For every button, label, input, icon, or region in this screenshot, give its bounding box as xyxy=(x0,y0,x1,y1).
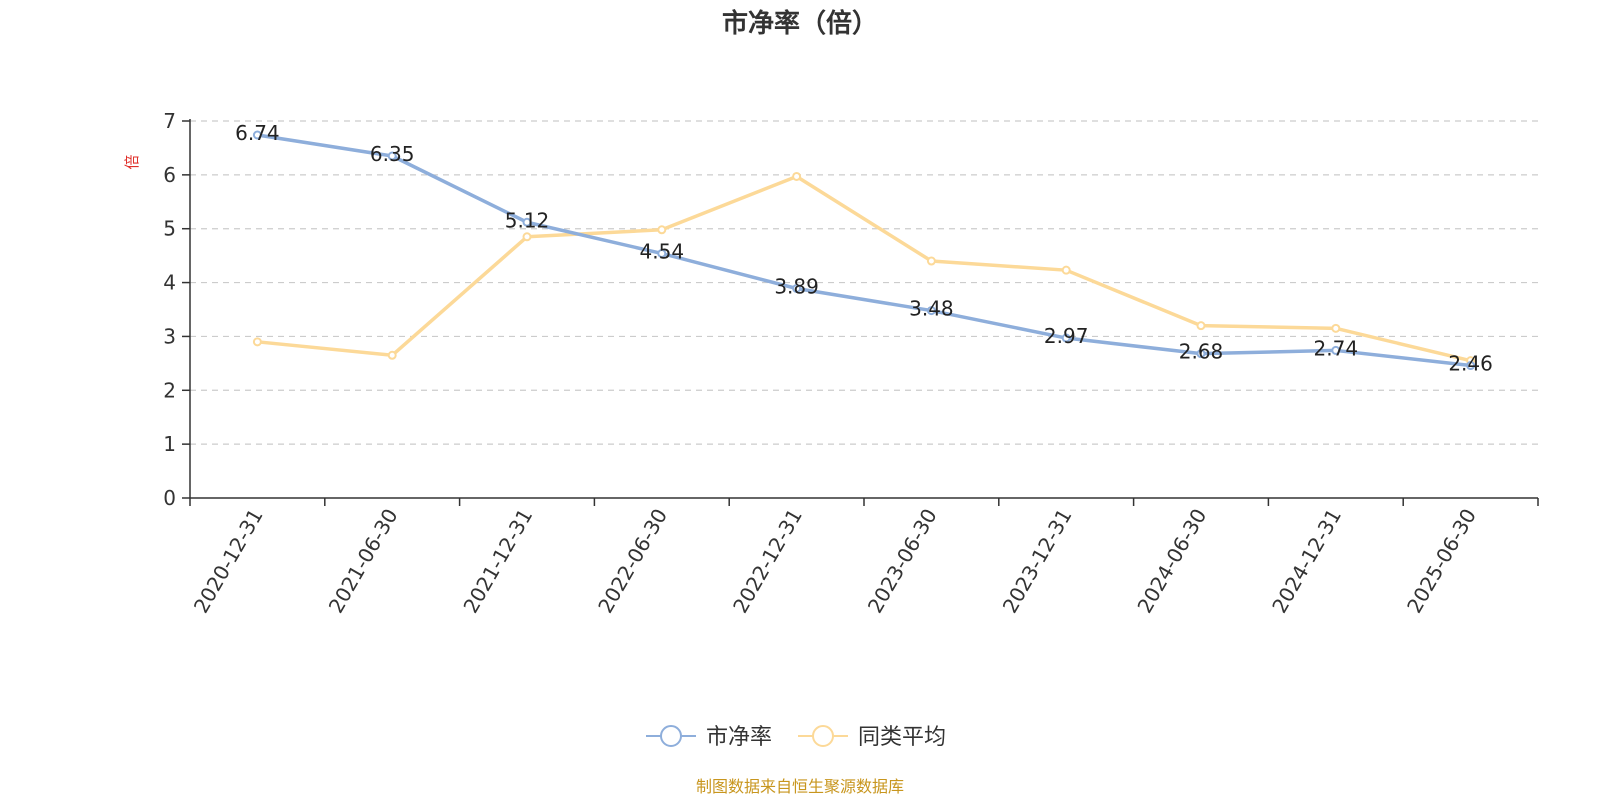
x-tick-label: 2023-06-30 xyxy=(863,505,942,618)
series-line xyxy=(255,133,1473,368)
data-point xyxy=(1196,349,1206,359)
data-point xyxy=(1331,323,1341,333)
y-tick-label: 6 xyxy=(163,163,176,187)
y-tick-label: 3 xyxy=(163,324,176,348)
y-tick-label: 7 xyxy=(163,109,176,133)
data-point xyxy=(926,306,936,316)
data-label: 3.89 xyxy=(774,274,819,298)
data-point xyxy=(1331,345,1341,355)
data-point xyxy=(387,350,397,360)
data-point xyxy=(926,256,936,266)
data-point xyxy=(522,217,532,227)
data-point xyxy=(792,171,802,181)
x-tick-label: 2020-12-31 xyxy=(189,505,268,618)
x-tick-label: 2024-12-31 xyxy=(1267,505,1346,618)
data-label: 2.74 xyxy=(1314,336,1359,360)
data-point xyxy=(792,283,802,293)
y-tick-label: 0 xyxy=(163,486,176,510)
data-point xyxy=(1061,333,1071,343)
data-point xyxy=(1196,321,1206,331)
y-axis-unit-label: 倍 xyxy=(123,154,141,169)
data-point xyxy=(1466,361,1476,371)
data-label: 2.46 xyxy=(1448,352,1493,376)
data-point xyxy=(252,130,262,140)
axes: 0 1 2 3 4 5 6 7 2020-12-31 2021-06-30 2021-12-31 20… xyxy=(163,109,1539,618)
legend-label: 同类平均 xyxy=(858,725,946,750)
x-tick-label: 2024-06-30 xyxy=(1132,505,1211,618)
data-label: 2.97 xyxy=(1044,324,1089,348)
series-line xyxy=(255,174,1473,363)
data-label: 6.74 xyxy=(235,121,280,145)
legend: 市净率 同类平均 xyxy=(646,725,946,750)
legend-label: 市净率 xyxy=(706,725,772,750)
x-tick-label: 2021-12-31 xyxy=(458,505,537,618)
y-tick-label: 2 xyxy=(163,378,176,402)
data-point xyxy=(657,248,667,258)
x-tick-label: 2023-12-31 xyxy=(998,505,1077,618)
data-label: 3.48 xyxy=(909,297,954,321)
x-tick-label: 2021-06-30 xyxy=(324,505,403,618)
y-tick-label: 1 xyxy=(163,432,176,456)
x-tick-label: 2025-06-30 xyxy=(1402,505,1481,618)
data-label: 6.35 xyxy=(370,142,415,166)
y-tick-label: 4 xyxy=(163,271,176,295)
data-labels: 6.74 6.35 5.12 4.54 3.89 3.48 2.97 2.68 2.74 2.46 xyxy=(235,121,1493,376)
data-label: 2.68 xyxy=(1179,340,1224,364)
x-tick-label: 2022-12-31 xyxy=(728,505,807,618)
data-point xyxy=(522,232,532,242)
chart-title: 市净率（倍） xyxy=(722,8,878,39)
data-label: 5.12 xyxy=(505,208,550,232)
source-note: 制图数据来自恒生聚源数据库 xyxy=(696,777,904,796)
data-point xyxy=(657,225,667,235)
series-lines xyxy=(252,130,1476,371)
data-point xyxy=(1061,265,1071,275)
data-point xyxy=(387,151,397,161)
legend-circle-marker xyxy=(660,725,682,747)
data-label: 4.54 xyxy=(640,239,685,263)
data-point xyxy=(252,337,262,347)
x-tick-label: 2022-06-30 xyxy=(593,505,672,618)
y-tick-label: 5 xyxy=(163,217,176,241)
legend-circle-marker xyxy=(812,725,834,747)
grid-lines xyxy=(190,120,1538,445)
